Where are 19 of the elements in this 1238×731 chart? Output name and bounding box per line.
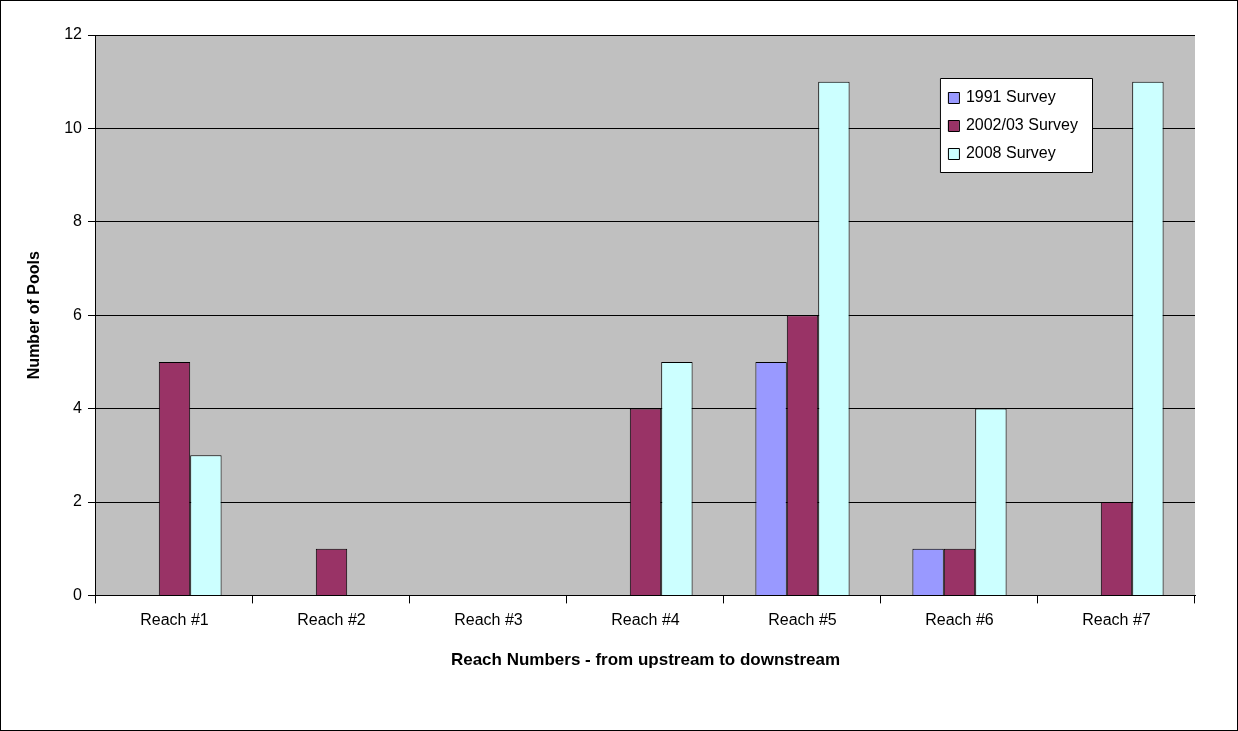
y-tick-label: 6	[73, 305, 83, 323]
y-tick-label: 0	[73, 585, 83, 603]
legend-label: 2002/03 Survey	[965, 116, 1078, 134]
x-tick-label: Reach #5	[768, 611, 837, 629]
legend-label: 2008 Survey	[965, 144, 1056, 162]
y-tick-label: 8	[73, 212, 83, 230]
y-tick-label: 12	[64, 25, 83, 43]
y-tick-label: 10	[64, 118, 83, 136]
x-tick-label: Reach #2	[297, 611, 366, 629]
x-tick-label: Reach #7	[1082, 611, 1151, 629]
y-tick-label: 4	[73, 399, 83, 417]
x-tick-label: Reach #3	[454, 611, 523, 629]
x-tick-label: Reach #4	[611, 611, 680, 629]
y-tick-label: 2	[73, 492, 83, 510]
x-tick-label: Reach #1	[140, 611, 209, 629]
x-axis-title: Reach Numbers - from upstream to downstream	[450, 650, 841, 670]
x-tick-label: Reach #6	[925, 611, 994, 629]
legend-label: 1991 Survey	[965, 88, 1056, 106]
y-axis-title: Number of Pools	[25, 251, 43, 380]
